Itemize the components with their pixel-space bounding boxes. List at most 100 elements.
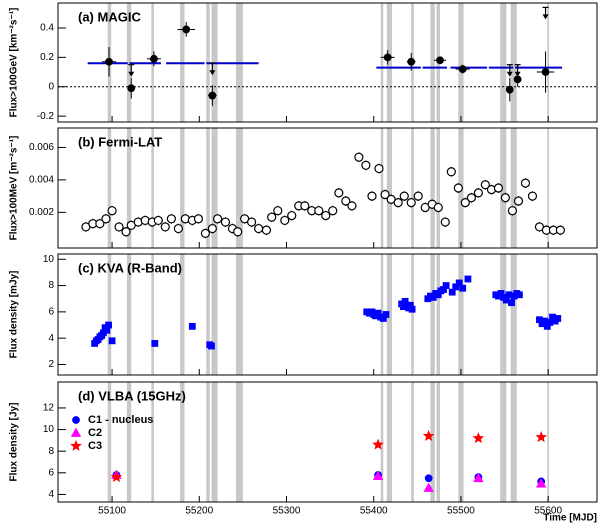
marker [382, 311, 390, 318]
marker [508, 299, 515, 307]
marker [160, 222, 170, 232]
marker [207, 223, 217, 234]
y-tick-label: 12 [43, 403, 55, 414]
y-tick-label: 6 [48, 307, 54, 318]
observation-span [211, 254, 218, 375]
upper-limit-arrow [128, 71, 135, 77]
marker [114, 222, 124, 232]
observation-span [380, 128, 384, 248]
marker [110, 471, 123, 483]
panel-frame [57, 253, 598, 376]
marker [459, 284, 467, 292]
marker [193, 214, 204, 224]
observation-span [386, 128, 393, 248]
marker [383, 53, 392, 62]
panel-title: (b) Fermi-LAT [78, 134, 162, 149]
marker [423, 482, 434, 492]
observation-span [107, 128, 112, 248]
marker [407, 57, 416, 66]
observation-span [411, 382, 414, 502]
marker [70, 427, 82, 437]
marker [213, 214, 223, 224]
observation-span [206, 128, 210, 248]
panel-frame [57, 127, 598, 249]
marker [188, 322, 196, 330]
marker [153, 215, 163, 226]
y-tick-label: 0.2 [40, 52, 54, 63]
marker [107, 206, 117, 216]
marker [393, 197, 403, 208]
marker [334, 188, 344, 198]
y-tick-label: 6 [48, 467, 54, 478]
marker [101, 214, 111, 224]
y-tick-label: 2 [48, 359, 54, 370]
observation-span [380, 382, 384, 502]
observation-span [380, 3, 384, 122]
marker [527, 191, 538, 201]
x-tick-label: 55500 [447, 506, 475, 517]
panel-background [58, 128, 597, 248]
observation-span [126, 3, 132, 122]
marker [440, 217, 450, 227]
marker [70, 439, 82, 451]
marker [541, 68, 550, 76]
observation-span [500, 382, 507, 502]
observation-span [500, 3, 507, 122]
observation-span [211, 382, 218, 502]
marker [436, 56, 444, 65]
marker [354, 152, 364, 162]
marker [464, 275, 472, 283]
marker [448, 288, 456, 296]
marker [372, 470, 384, 480]
marker [554, 315, 562, 322]
marker [433, 202, 443, 213]
marker [347, 201, 357, 211]
upper-limit-arrow [209, 70, 216, 76]
marker [555, 225, 565, 235]
observation-span [510, 254, 517, 375]
marker [220, 217, 231, 227]
observation-span [500, 254, 507, 375]
observation-span [430, 382, 435, 502]
marker [273, 206, 283, 216]
marker [535, 478, 547, 488]
legend-label: C2 [88, 427, 102, 439]
observation-span [411, 254, 414, 375]
marker [455, 279, 463, 287]
observation-span [151, 128, 154, 248]
marker [424, 474, 433, 483]
marker [372, 438, 384, 450]
x-tick-label: 55600 [534, 506, 562, 517]
marker [473, 188, 483, 198]
panel-frame [57, 2, 598, 123]
marker [505, 85, 514, 94]
observation-span [510, 3, 517, 122]
observation-span [180, 128, 185, 248]
observation-span [500, 128, 507, 248]
observation-span [235, 254, 243, 375]
marker [460, 197, 470, 208]
observation-span [547, 128, 550, 248]
observation-span [458, 3, 464, 122]
y-tick-label: 0.002 [29, 207, 54, 218]
marker [480, 180, 490, 190]
marker [127, 84, 136, 93]
marker [535, 431, 547, 443]
marker [233, 227, 243, 237]
marker [287, 210, 297, 221]
marker [446, 167, 456, 177]
observation-span [180, 382, 185, 502]
marker [380, 189, 390, 200]
observation-span [386, 382, 393, 502]
panel-title: (c) KVA (R-Band) [78, 260, 182, 275]
observation-span [547, 3, 550, 122]
y-tick-label: 0.4 [40, 23, 54, 34]
y-tick-label: 10 [43, 254, 55, 265]
y-axis-label: Flux density [Jy] [9, 403, 20, 482]
marker [280, 215, 290, 226]
marker [408, 305, 416, 313]
y-tick-label: 0 [48, 81, 54, 92]
observation-span [430, 3, 435, 122]
y-tick-label: 8 [48, 280, 54, 291]
x-tick-label: 55200 [185, 506, 213, 517]
